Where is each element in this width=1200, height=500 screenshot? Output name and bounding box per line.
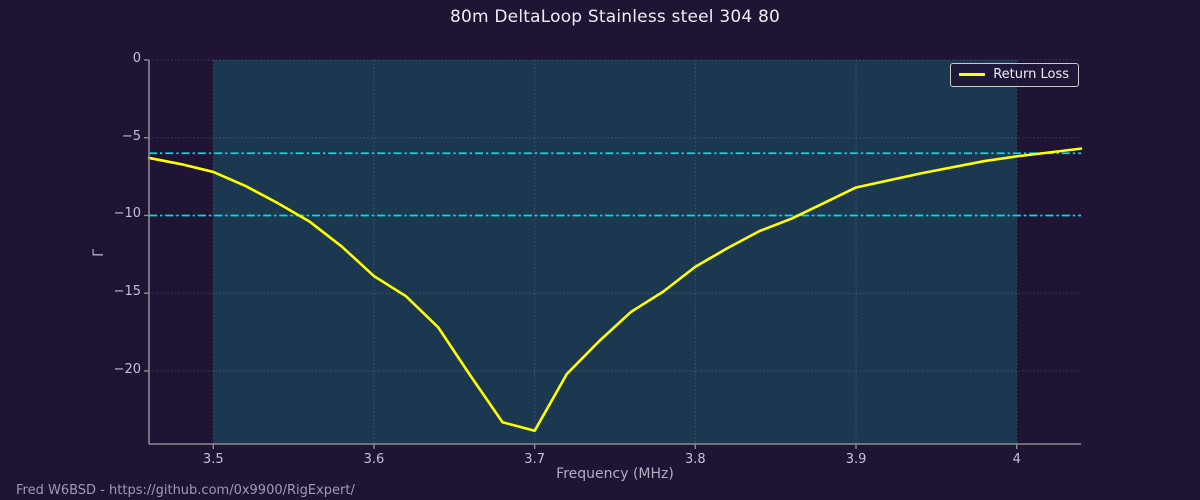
x-tick-label: 3.6 bbox=[363, 452, 385, 467]
x-axis-label: Frequency (MHz) bbox=[556, 466, 674, 482]
y-tick-label: −20 bbox=[113, 361, 141, 377]
return-loss-curve bbox=[147, 147, 1083, 433]
y-axis-label: Γ bbox=[91, 249, 107, 257]
x-tick-label: 3.9 bbox=[845, 452, 867, 467]
highlight-band bbox=[213, 60, 1017, 444]
y-tick-label: −5 bbox=[121, 128, 141, 144]
y-tick-label: 0 bbox=[132, 51, 141, 66]
footer-credit: Fred W6BSD - https://github.com/0x9900/R… bbox=[16, 483, 355, 498]
legend-label: Return Loss bbox=[993, 67, 1069, 82]
chart-title: 80m DeltaLoop Stainless steel 304 80 bbox=[449, 7, 781, 27]
x-tick-label: 3.5 bbox=[202, 452, 224, 467]
x-tick-label: 3.7 bbox=[524, 452, 545, 467]
x-tick-label: 3.8 bbox=[685, 452, 706, 467]
legend: Return Loss bbox=[950, 63, 1079, 87]
y-tick-label: −10 bbox=[113, 206, 141, 222]
legend-line-swatch bbox=[959, 73, 986, 76]
x-tick-label: 4 bbox=[1012, 452, 1021, 467]
y-tick-label: −15 bbox=[113, 284, 141, 300]
